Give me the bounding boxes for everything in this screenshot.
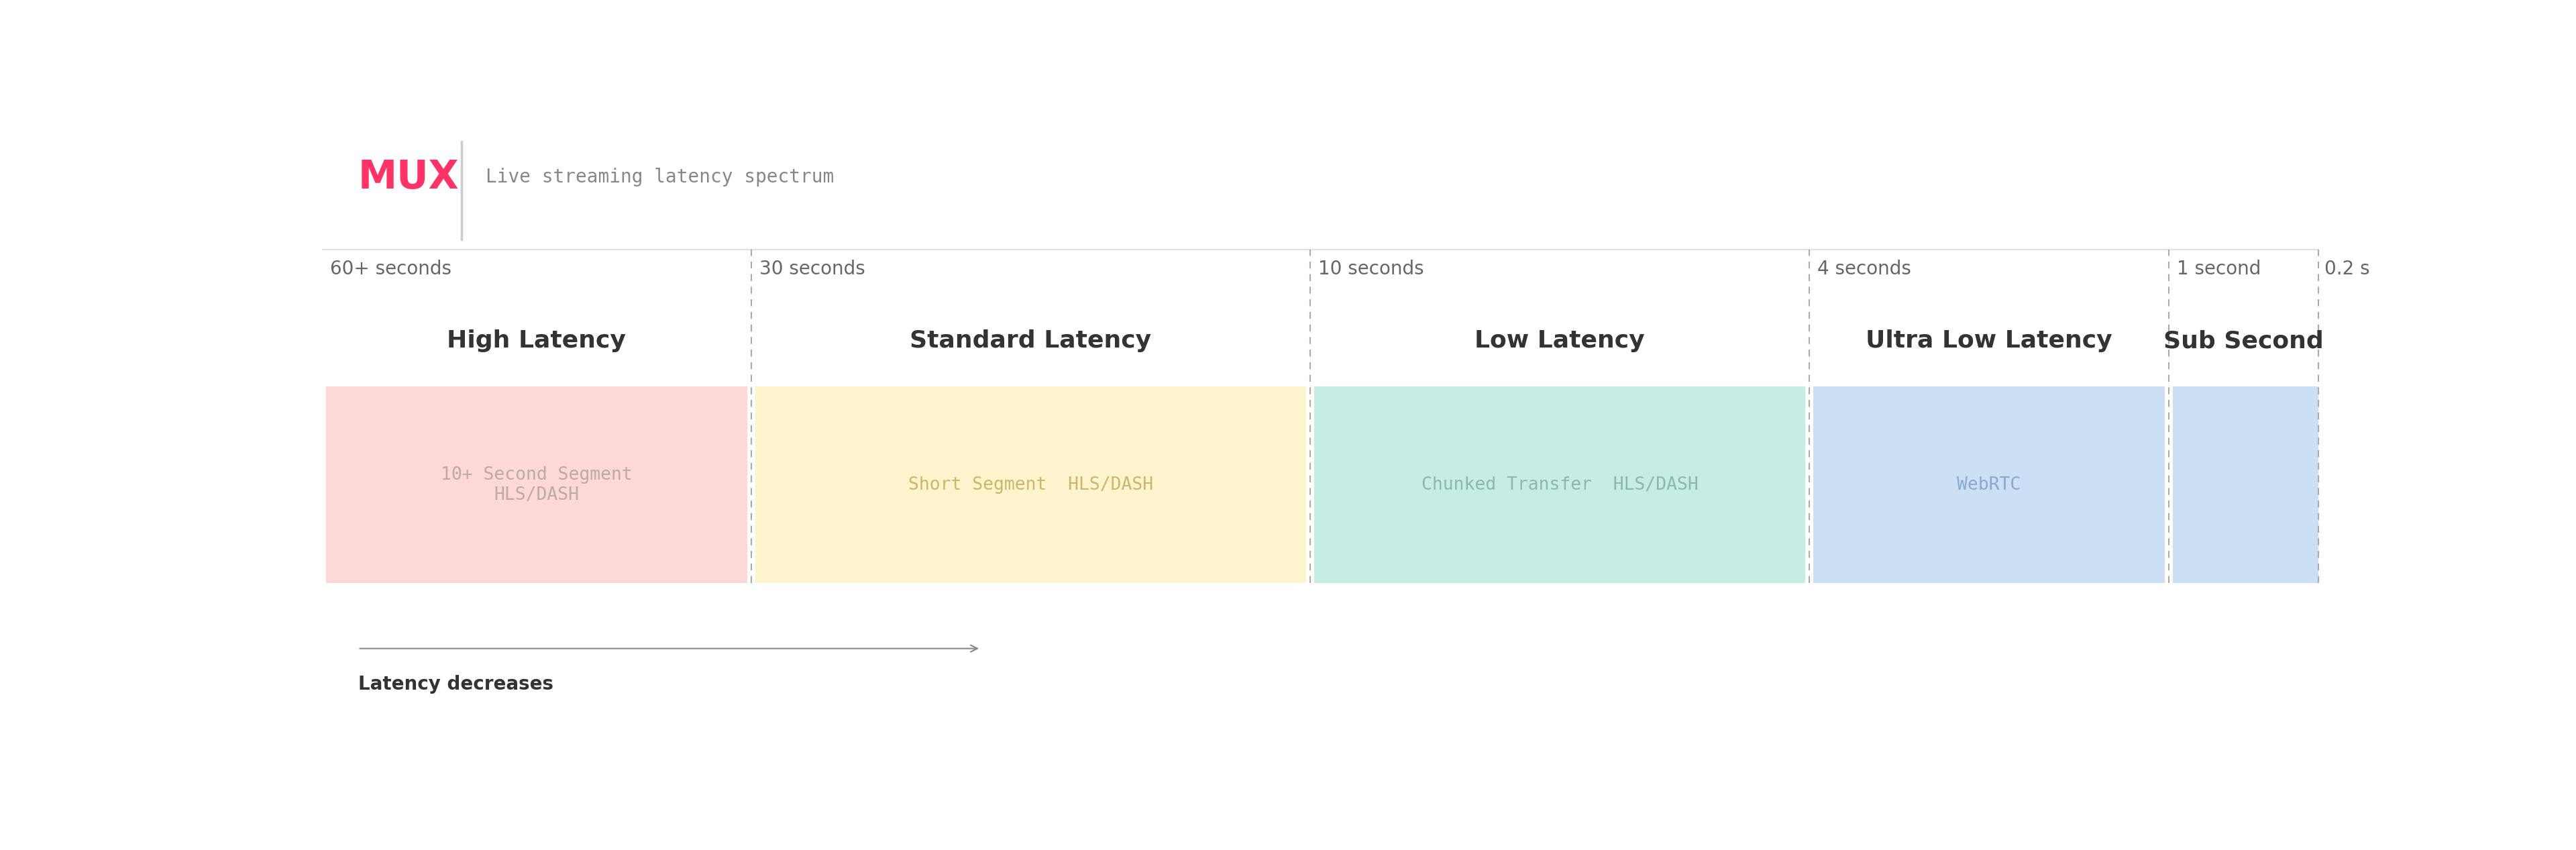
- Text: Chunked Transfer  HLS/DASH: Chunked Transfer HLS/DASH: [1422, 476, 1698, 494]
- Text: Latency decreases: Latency decreases: [358, 675, 554, 694]
- Text: Live streaming latency spectrum: Live streaming latency spectrum: [487, 168, 835, 187]
- Text: Standard Latency: Standard Latency: [909, 330, 1151, 352]
- Text: 30 seconds: 30 seconds: [760, 259, 866, 278]
- Text: 1 second: 1 second: [2177, 259, 2262, 278]
- Text: Short Segment  HLS/DASH: Short Segment HLS/DASH: [909, 476, 1154, 494]
- Text: Sub Second: Sub Second: [2164, 330, 2324, 352]
- Bar: [2172, 387, 2318, 583]
- Text: 4 seconds: 4 seconds: [1816, 259, 1911, 278]
- Text: 10 seconds: 10 seconds: [1319, 259, 1425, 278]
- Text: Ultra Low Latency: Ultra Low Latency: [1865, 330, 2112, 352]
- Text: 60+ seconds: 60+ seconds: [330, 259, 451, 278]
- Text: 10+ Second Segment
HLS/DASH: 10+ Second Segment HLS/DASH: [440, 466, 634, 504]
- Bar: [1814, 387, 2164, 583]
- Text: WebRTC: WebRTC: [1958, 476, 2022, 494]
- Text: 0.2 s: 0.2 s: [2324, 259, 2370, 278]
- Text: Low Latency: Low Latency: [1473, 330, 1646, 352]
- Text: High Latency: High Latency: [448, 330, 626, 352]
- Bar: [755, 387, 1306, 583]
- Bar: [327, 387, 747, 583]
- Bar: [1314, 387, 1806, 583]
- Text: MUX: MUX: [358, 158, 459, 196]
